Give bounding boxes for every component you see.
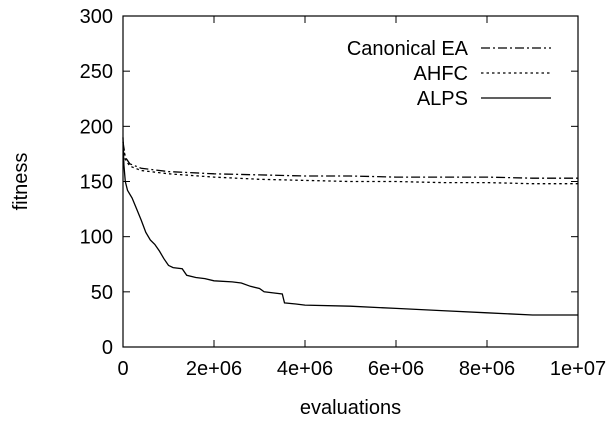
legend: Canonical EA AHFC ALPS	[347, 38, 551, 110]
series-line-alps	[122, 137, 578, 316]
y-tick-labels: 0 50 100 150 200 250 300	[80, 6, 113, 359]
x-tick-label: 8e+06	[459, 358, 515, 380]
y-tick-label: 50	[91, 282, 113, 304]
y-axis-title: fitness	[10, 153, 32, 211]
x-tick-label: 1e+07	[550, 358, 606, 380]
y-tick-label: 100	[80, 227, 113, 249]
x-tick-label: 4e+06	[277, 358, 333, 380]
y-tick-label: 300	[80, 6, 113, 28]
y-tick-label: 0	[102, 337, 113, 359]
x-tick-labels: 0 2e+06 4e+06 6e+06 8e+06 1e+07	[117, 358, 606, 380]
x-tick-label: 0	[117, 358, 128, 380]
legend-label: ALPS	[417, 88, 468, 110]
series-line-ahfc	[122, 141, 578, 185]
x-tick-label: 2e+06	[186, 358, 242, 380]
series-lines	[122, 137, 578, 316]
x-axis-title: evaluations	[300, 397, 401, 419]
legend-label: Canonical EA	[347, 38, 469, 60]
series-line-canonical-ea	[122, 141, 578, 179]
y-tick-label: 250	[80, 61, 113, 83]
y-tick-label: 150	[80, 172, 113, 194]
y-tick-label: 200	[80, 116, 113, 138]
legend-label: AHFC	[414, 63, 468, 85]
x-tick-label: 6e+06	[368, 358, 424, 380]
tick-marks	[122, 15, 579, 348]
